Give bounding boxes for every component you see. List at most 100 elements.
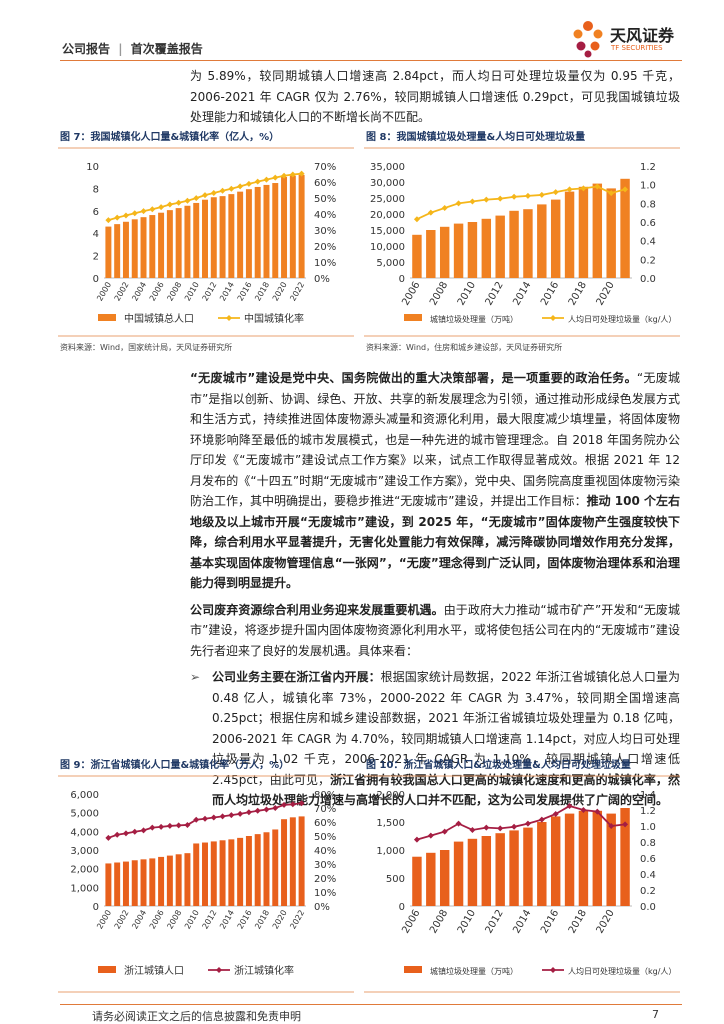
legend-swatch	[98, 314, 116, 321]
line-marker	[114, 214, 121, 221]
legend-marker	[216, 967, 222, 973]
bar	[219, 196, 226, 278]
legend-label: 城镇垃圾处理量（万吨）	[430, 966, 518, 976]
y2-tick-label: 70%	[314, 162, 336, 173]
y-tick-label: 3,000	[70, 846, 99, 857]
bar	[495, 215, 505, 278]
bar	[228, 194, 235, 278]
bar	[592, 183, 603, 278]
y2-tick-label: 0.2	[640, 886, 656, 897]
bar	[412, 856, 422, 906]
bar	[564, 191, 575, 278]
line-marker	[538, 191, 545, 198]
y2-tick-label: 0.8	[640, 199, 656, 210]
y-tick-label: 4,000	[70, 827, 99, 838]
line-marker	[594, 808, 601, 815]
line-marker	[202, 192, 208, 199]
line-marker	[469, 198, 476, 205]
line-marker	[131, 828, 138, 835]
text: 根据国家统计局数据，2022 年浙江省城镇化总人口量为 0.48 亿人，城镇化率…	[212, 670, 680, 787]
y-tick-label: 2,000	[376, 790, 405, 801]
bar	[219, 840, 226, 906]
figure-9: 图 9：浙江省城镇化人口量&城镇化率（万人，%） 0 1,000 2,000 3,000…	[58, 758, 354, 993]
line-marker	[149, 206, 156, 213]
line-marker	[122, 212, 129, 219]
line-marker	[193, 195, 200, 202]
bar	[149, 215, 156, 278]
bar	[453, 223, 464, 278]
y2-tick-label: 50%	[314, 194, 336, 205]
line-marker	[524, 820, 531, 827]
x-tick-label: 2010	[456, 908, 478, 936]
x-tick-label: 2006	[148, 909, 166, 931]
bar	[298, 816, 305, 906]
figure-title: 图 7：我国城镇化人口量&城镇化率（亿人，%）	[60, 130, 279, 143]
line-marker	[281, 172, 288, 179]
bar	[620, 178, 630, 278]
logo-name: 天风证券	[610, 26, 675, 45]
y2-tick-label: 0.8	[640, 838, 656, 849]
line-marker	[158, 204, 165, 211]
bold-text: 公司废弃资源综合利用业务迎来发展重要机遇。	[190, 602, 444, 617]
legend-swatch	[404, 966, 422, 973]
line-marker	[149, 824, 156, 831]
bar	[105, 863, 112, 906]
bar	[193, 202, 200, 278]
y-tick-label: 0	[93, 902, 99, 913]
x-tick-label: 2018	[253, 909, 271, 931]
y-tick-label: 4	[93, 229, 99, 240]
y2-tick-label: 0.4	[640, 237, 656, 248]
x-tick-label: 2004	[130, 909, 148, 931]
line-marker	[469, 827, 476, 833]
bar	[281, 176, 288, 278]
y2-tick-label: 0.6	[640, 854, 656, 865]
y-tick-label: 0	[93, 274, 99, 285]
line-marker	[228, 812, 235, 819]
y-tick-label: 8	[93, 184, 99, 195]
x-tick-label: 2014	[218, 909, 236, 931]
bar	[578, 810, 589, 906]
line-series	[416, 185, 626, 221]
y2-tick-label: 70%	[314, 804, 336, 815]
bar	[453, 841, 464, 906]
x-tick-label: 2004	[130, 281, 148, 303]
line-marker	[455, 200, 462, 207]
bar	[439, 226, 450, 278]
paragraph: “无废城市”建设是党中央、国务院做出的重大决策部署，是一项重要的政治任务。“无废…	[190, 368, 680, 594]
bar	[210, 841, 217, 906]
bar	[281, 819, 288, 906]
y2-tick-label: 50%	[314, 832, 336, 843]
y-tick-label: 2,000	[70, 865, 99, 876]
bar	[140, 859, 147, 906]
footer-rule	[60, 1004, 682, 1005]
bar	[578, 186, 589, 278]
bar	[114, 862, 121, 906]
y-tick-label: 1,000	[376, 846, 405, 857]
legend-marker	[550, 967, 556, 973]
line-marker	[184, 821, 191, 828]
header-rule	[60, 60, 682, 61]
bar	[114, 224, 121, 278]
x-tick-label: 2022	[288, 281, 306, 303]
bar	[166, 855, 173, 906]
line-marker	[254, 807, 261, 814]
text: “无废城市”是指以创新、协调、绿色、开放、共享的新发展理念为引领，通过推动形成绿…	[190, 371, 681, 508]
y2-tick-label: 20%	[314, 874, 336, 885]
line-marker	[114, 831, 121, 838]
y-tick-label: 2	[93, 252, 99, 263]
legend-label: 浙江城镇人口	[124, 964, 184, 977]
bar	[237, 837, 244, 906]
line-marker	[237, 183, 244, 190]
line-marker	[237, 810, 244, 817]
x-tick-label: 2014	[218, 281, 236, 303]
line-marker	[455, 820, 462, 827]
y-tick-label: 5,000	[376, 258, 405, 269]
x-tick-label: 2020	[595, 908, 617, 936]
bar	[158, 856, 165, 906]
line-marker	[254, 178, 261, 185]
bar	[254, 186, 261, 278]
bar	[158, 212, 165, 278]
bar	[202, 842, 208, 906]
paragraph: 公司废弃资源综合利用业务迎来发展重要机遇。由于政府大力推动“城市矿产”开发和“无…	[190, 600, 680, 662]
